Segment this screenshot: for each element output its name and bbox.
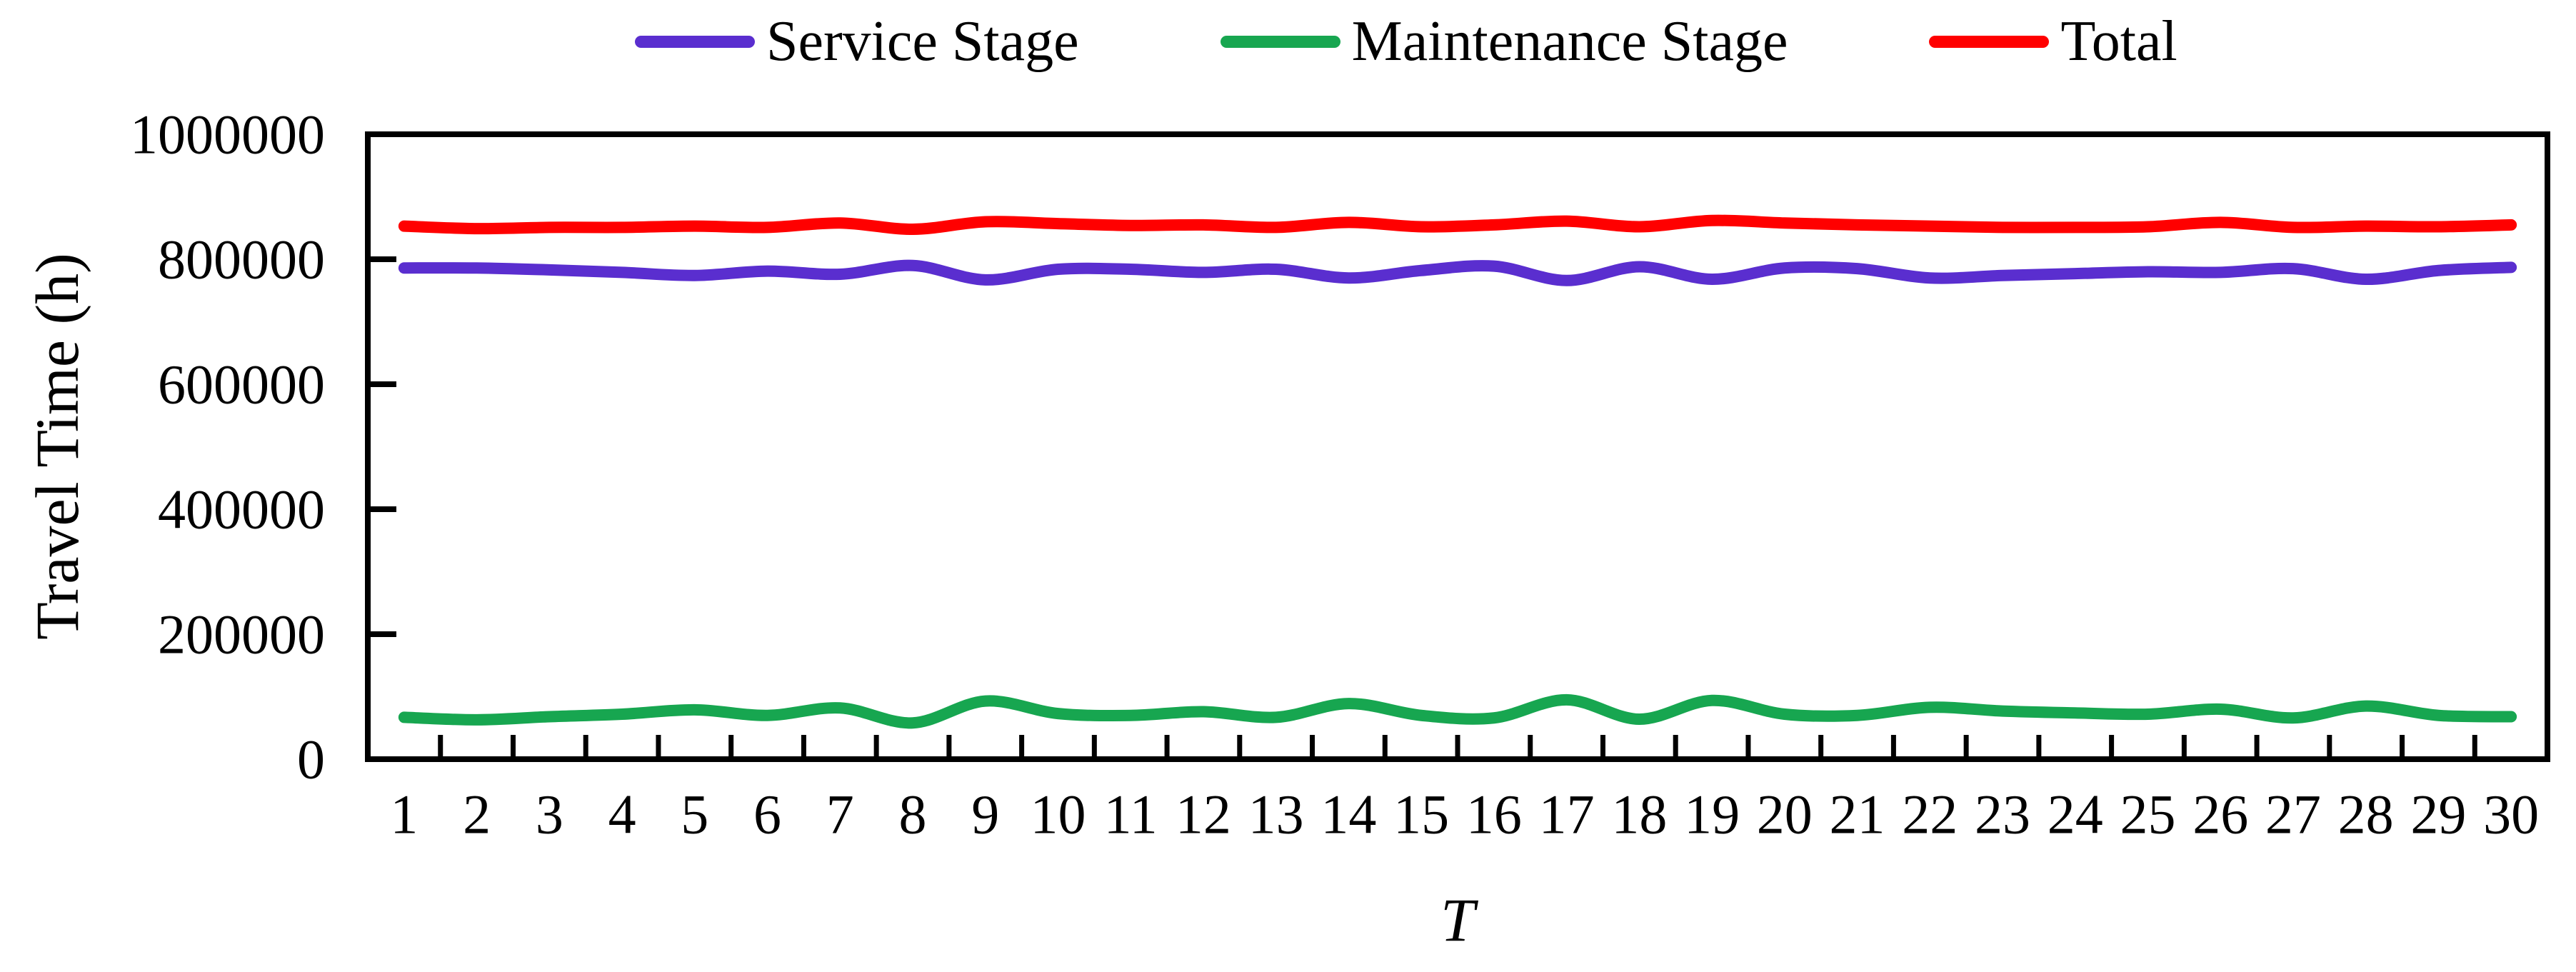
maintenance-stage-line-swatch-icon: [1220, 35, 1340, 48]
series-line-service-stage: [398, 259, 2517, 286]
x-axis-tick-label: 17: [1539, 783, 1595, 846]
legend-label-total: Total: [2060, 10, 2177, 73]
legend-label-service-stage: Service Stage: [766, 10, 1079, 73]
legend-label-maintenance-stage: Maintenance Stage: [1351, 10, 1788, 73]
x-axis-tick-label: 24: [2048, 783, 2103, 846]
legend-entry-service-stage: Service Stage: [635, 11, 1079, 71]
y-axis-tick-label: 800000: [158, 229, 325, 291]
x-axis-tick-label: 1: [390, 783, 418, 846]
x-axis-tick-label: 18: [1611, 783, 1667, 846]
x-axis-tick-label: 23: [1975, 783, 2030, 846]
x-axis-tick-label: 12: [1176, 783, 1231, 846]
y-axis-tick-label: 1000000: [130, 104, 325, 166]
x-axis-tick-label: 4: [608, 783, 636, 846]
x-axis-tick-label: 9: [971, 783, 999, 846]
y-axis-tick-label: 600000: [158, 354, 325, 416]
x-axis-tick-label: 6: [753, 783, 781, 846]
legend-entry-maintenance-stage: Maintenance Stage: [1220, 10, 1788, 73]
x-axis-tick-label: 5: [681, 783, 708, 846]
x-axis-tick-label: 10: [1030, 783, 1086, 846]
x-axis-tick-label: 22: [1902, 783, 1958, 846]
y-axis-tick-label: 200000: [158, 603, 325, 666]
x-axis-tick-label: 11: [1104, 783, 1158, 846]
legend-entry-total: Total: [1929, 11, 2177, 71]
x-axis-tick-label: 28: [2338, 783, 2394, 846]
x-axis-tick-label: 7: [826, 783, 854, 846]
total-line-swatch-icon: [1929, 35, 2050, 48]
x-axis-tick-label: 19: [1684, 783, 1740, 846]
x-axis-tick-label: 26: [2192, 783, 2248, 846]
x-axis-tick-label: 27: [2265, 783, 2321, 846]
series-line-maintenance-stage: [398, 693, 2517, 729]
service-stage-line-swatch-icon: [635, 35, 755, 48]
x-axis-tick-label: 20: [1757, 783, 1813, 846]
y-axis-tick-label: 400000: [158, 479, 325, 541]
x-axis-tick-label: 25: [2120, 783, 2175, 846]
y-axis-tick-label: 0: [297, 728, 325, 791]
x-axis-title: T: [1440, 886, 1475, 954]
x-axis-tick-label: 16: [1466, 783, 1522, 846]
series-line-total: [398, 214, 2517, 236]
y-axis-title: Travel Time (h): [23, 253, 91, 640]
x-axis-tick-label: 15: [1393, 783, 1449, 846]
x-axis-tick-label: 29: [2410, 783, 2466, 846]
x-axis-tick-label: 8: [899, 783, 927, 846]
x-axis-tick-label: 13: [1248, 783, 1304, 846]
x-axis-tick-label: 14: [1320, 783, 1376, 846]
x-axis-tick-label: 21: [1830, 783, 1885, 846]
chart-legend: Service Stage Maintenance Stage Total: [635, 11, 2177, 71]
x-axis-tick-label: 2: [463, 783, 491, 846]
x-axis-tick-label: 30: [2483, 783, 2539, 846]
plot-frame: [365, 131, 2550, 762]
x-axis-tick-label: 3: [536, 783, 563, 846]
